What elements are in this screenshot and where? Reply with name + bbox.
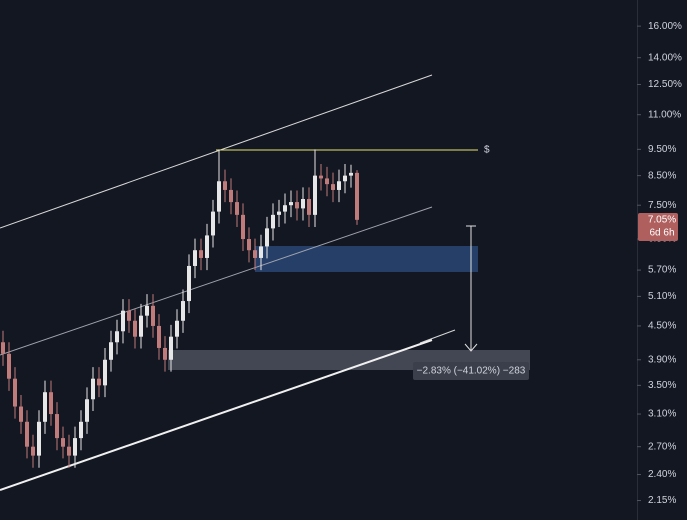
candle-body xyxy=(205,235,209,258)
y-tick-label: 2.40% xyxy=(648,469,676,480)
candle-body xyxy=(121,310,125,332)
y-tick-label: 14.00% xyxy=(648,52,682,63)
candle-body xyxy=(133,320,137,337)
y-tick-label: 2.70% xyxy=(648,441,676,452)
candle-body xyxy=(295,202,299,209)
channel-line xyxy=(0,206,433,356)
candle-body xyxy=(7,353,11,379)
candle-body xyxy=(31,446,35,456)
channel-line xyxy=(419,329,456,344)
y-tick-label: 11.00% xyxy=(648,109,681,120)
candle-body xyxy=(217,181,221,212)
candle-body xyxy=(277,211,281,215)
y-tick-label: 2.15% xyxy=(648,495,676,506)
y-tick-label: 3.10% xyxy=(648,409,676,420)
candle-body xyxy=(115,331,119,343)
y-tick-label: 16.00% xyxy=(648,21,682,32)
candle-body xyxy=(235,202,239,215)
y-tick-label: 3.50% xyxy=(648,380,676,391)
candle-body xyxy=(319,175,323,179)
candle-body xyxy=(163,347,167,360)
candle-body xyxy=(61,438,65,447)
y-tick-label: 8.50% xyxy=(648,170,676,181)
candle-body xyxy=(103,359,107,386)
candle-body xyxy=(289,202,293,206)
channel-line xyxy=(0,74,433,229)
candle-body xyxy=(301,198,305,209)
y-tick-label: 5.10% xyxy=(648,291,676,302)
candle-body xyxy=(37,421,41,456)
candle-body xyxy=(199,250,203,258)
candle-body xyxy=(271,214,275,229)
y-tick-label: 4.50% xyxy=(648,321,676,332)
candle-body xyxy=(19,406,23,422)
candle-body xyxy=(283,205,287,212)
y-tick-label: 3.90% xyxy=(648,354,676,365)
price-label: 7.05% xyxy=(648,215,676,226)
candle-body xyxy=(259,246,263,258)
candle-body xyxy=(307,198,311,215)
candle-body xyxy=(265,228,269,247)
candle-body xyxy=(145,305,149,316)
candle-body xyxy=(109,342,113,360)
candle-body xyxy=(151,305,155,326)
candle-body xyxy=(247,239,251,251)
candle-body xyxy=(91,378,95,400)
candle-body xyxy=(337,181,341,190)
candle-body xyxy=(55,414,59,439)
candle-body xyxy=(241,214,245,240)
y-tick-label: 12.50% xyxy=(648,79,682,90)
y-tick-label: 7.50% xyxy=(648,200,676,211)
candle-body xyxy=(157,325,161,348)
measure-arrow xyxy=(464,343,478,352)
candle-body xyxy=(211,211,215,236)
candle-body xyxy=(97,378,101,386)
candle-body xyxy=(193,250,197,266)
candle-body xyxy=(169,336,173,360)
line-label: $ xyxy=(484,145,490,156)
countdown-label: 6d 6h xyxy=(649,228,674,239)
candle-body xyxy=(187,265,191,302)
candle-body xyxy=(85,399,89,422)
candle-body xyxy=(127,310,131,321)
candle-body xyxy=(25,421,29,447)
price-tag xyxy=(638,213,678,241)
candle-body xyxy=(13,378,17,407)
candle-body xyxy=(313,175,317,215)
candle-body xyxy=(229,189,233,203)
zone-box xyxy=(255,246,478,272)
candle-body xyxy=(175,320,179,337)
y-tick-label: 5.70% xyxy=(648,265,676,276)
candle-body xyxy=(349,172,353,176)
measure-box xyxy=(413,362,529,380)
candle-body xyxy=(79,421,83,439)
channel-line xyxy=(0,339,433,491)
candle-body xyxy=(325,178,329,185)
candle-body xyxy=(1,342,5,354)
y-tick-label: 9.50% xyxy=(648,144,676,155)
candle-body xyxy=(139,315,143,337)
measure-label: −2.83% (−41.02%) −283 xyxy=(417,366,526,377)
candle-body xyxy=(343,175,347,182)
candle-body xyxy=(67,446,71,456)
candle-body xyxy=(181,301,185,321)
candle-body xyxy=(49,392,53,415)
candle-body xyxy=(223,181,227,190)
candle-body xyxy=(331,184,335,190)
candle-body xyxy=(253,250,257,258)
candle-body xyxy=(73,438,77,456)
candle-body xyxy=(43,392,47,422)
candles xyxy=(1,149,359,468)
candle-body xyxy=(355,172,359,220)
